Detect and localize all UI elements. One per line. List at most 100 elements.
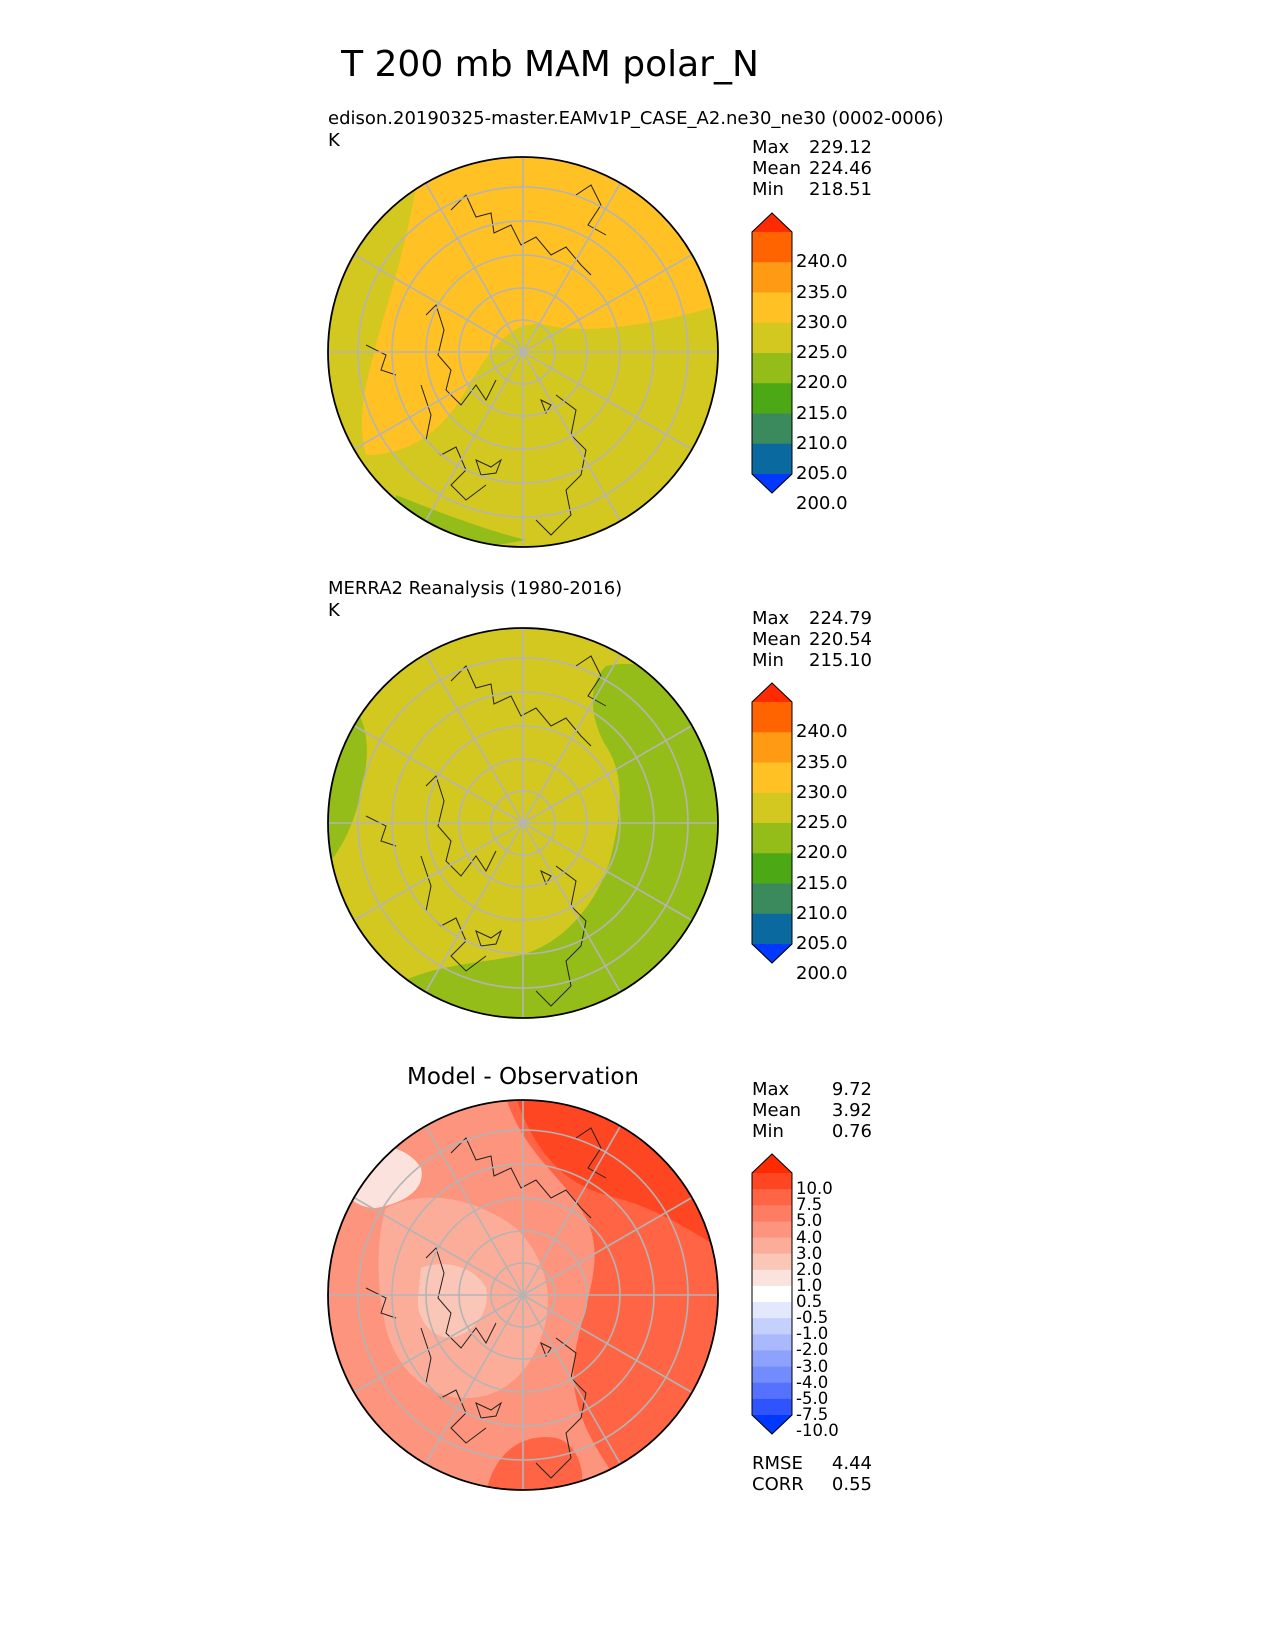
colorbar-tick-label: 235.0 (796, 751, 848, 773)
colorbar-tick-label: -2.0 (796, 1340, 829, 1360)
colorbar-tick-label: -3.0 (796, 1356, 829, 1376)
colorbar-extend-min (752, 944, 792, 963)
colorbar-bin (752, 1205, 792, 1222)
colorbar-bin (752, 383, 792, 414)
colorbar-tick-label: 1.0 (796, 1275, 823, 1295)
panel3-stat-max-value: 9.72 (831, 1079, 872, 1100)
colorbar-bin (752, 353, 792, 384)
colorbar-bin (752, 1398, 792, 1416)
colorbar-bin (752, 853, 792, 884)
panel1-stat-max-label: Max (752, 137, 790, 158)
panel3-title: Model - Observation (406, 1064, 640, 1090)
panel3-stat-max-label: Max (752, 1079, 790, 1100)
colorbar-bin (752, 913, 792, 945)
panel2-stat-min-value: 215.10 (809, 650, 872, 671)
panel2-units: K (328, 600, 340, 621)
panel3-colorbar (751, 1153, 793, 1435)
colorbar-bin (752, 1366, 792, 1384)
panel3-field-strong-south (486, 1437, 583, 1490)
panel2-stat-min-label: Min (752, 650, 784, 671)
panel2-subtitle: MERRA2 Reanalysis (1980-2016) (328, 578, 623, 599)
colorbar-tick-label: 3.0 (796, 1243, 823, 1263)
colorbar-tick-label: -10.0 (796, 1421, 839, 1441)
colorbar-tick-label: -5.0 (796, 1388, 829, 1408)
panel3-rmse-label: RMSE (752, 1453, 803, 1474)
colorbar-tick-label: 0.5 (796, 1292, 823, 1312)
panel3-stat-min-value: 0.76 (831, 1121, 872, 1142)
colorbar-tick-label: -0.5 (796, 1308, 829, 1328)
colorbar-tick-label: 240.0 (796, 721, 848, 743)
panel1-stat-min-label: Min (752, 179, 784, 200)
colorbar-tick-label: 4.0 (796, 1227, 823, 1247)
colorbar-bin (752, 1302, 792, 1319)
colorbar-tick-label: 230.0 (796, 311, 848, 333)
colorbar-bin (752, 823, 792, 854)
panel1-stat-min-value: 218.51 (809, 179, 872, 200)
colorbar-bin (752, 1334, 792, 1351)
panel1-graticule (328, 157, 718, 547)
panel3-stat-min-label: Min (752, 1121, 784, 1142)
panel2-stat-mean-value: 220.54 (809, 629, 872, 650)
colorbar-bin (752, 262, 792, 293)
colorbar-bin (752, 732, 792, 763)
colorbar-tick-label: 225.0 (796, 342, 848, 363)
panel3-stat-mean-value: 3.92 (831, 1100, 872, 1121)
panel1-field-warm-band (361, 157, 718, 455)
colorbar-tick-label: 220.0 (796, 842, 848, 864)
colorbar-extend-min (752, 474, 792, 493)
panel1-colorbar (751, 212, 793, 494)
colorbar-bin (752, 702, 792, 733)
colorbar-tick-label: -4.0 (796, 1372, 829, 1392)
colorbar-tick-label: 205.0 (796, 463, 848, 484)
colorbar-outline (751, 682, 793, 964)
panel2-stat-max-label: Max (752, 608, 790, 629)
colorbar-bin (752, 1189, 792, 1206)
panel1-subtitle: edison.20190325-master.EAMv1P_CASE_A2.ne… (328, 108, 944, 129)
panel3-graticule (328, 1100, 718, 1490)
panel3-corr-label: CORR (752, 1474, 804, 1495)
panel2-stat-mean-label: Mean (752, 629, 802, 650)
colorbar-tick-label: 10.0 (796, 1179, 833, 1199)
colorbar-extend-max (752, 1154, 792, 1173)
colorbar-bin (752, 883, 792, 915)
panel1-map (327, 156, 719, 548)
colorbar-tick-label: 215.0 (796, 872, 848, 894)
colorbar-bin (752, 1237, 792, 1255)
panel1-stat-mean-value: 224.46 (809, 158, 872, 179)
colorbar-bin (752, 443, 792, 475)
colorbar-tick-label: 2.0 (796, 1259, 823, 1279)
colorbar-outline (751, 1153, 793, 1435)
colorbar-tick-label: 220.0 (796, 372, 848, 394)
panel2-colorbar (751, 682, 793, 964)
colorbar-tick-label: 205.0 (796, 933, 848, 954)
colorbar-bin (752, 292, 792, 324)
panel2-map (327, 627, 719, 1019)
colorbar-bin (752, 1221, 792, 1239)
colorbar-bin (752, 792, 792, 824)
panel1-stat-max-value: 229.12 (809, 137, 872, 158)
panel1-units: K (328, 130, 340, 151)
panel3-coastlines (365, 1127, 607, 1479)
colorbar-tick-label: 210.0 (796, 902, 848, 924)
colorbar-extend-max (752, 683, 792, 702)
panel3-map (327, 1099, 719, 1491)
panel3-field-weakest (417, 1264, 487, 1338)
colorbar-tick-label: -1.0 (796, 1324, 829, 1344)
colorbar-bin (752, 1253, 792, 1271)
colorbar-tick-label: 210.0 (796, 432, 848, 454)
figure-title: T 200 mb MAM polar_N (341, 44, 759, 85)
colorbar-bin (752, 1318, 792, 1335)
panel1-stat-mean-label: Mean (752, 158, 802, 179)
colorbar-tick-label: 215.0 (796, 402, 848, 424)
panel2-field-cool-east (366, 664, 718, 1018)
colorbar-tick-label: 225.0 (796, 812, 848, 833)
colorbar-outline (751, 212, 793, 494)
colorbar-bin (752, 1173, 792, 1190)
colorbar-bin (752, 322, 792, 354)
colorbar-tick-label: 7.5 (796, 1195, 823, 1215)
colorbar-bin (752, 1382, 792, 1400)
colorbar-tick-label: 5.0 (796, 1211, 823, 1231)
panel2-graticule (328, 628, 718, 1018)
colorbar-bin (752, 1350, 792, 1368)
panel3-stat-mean-label: Mean (752, 1100, 802, 1121)
